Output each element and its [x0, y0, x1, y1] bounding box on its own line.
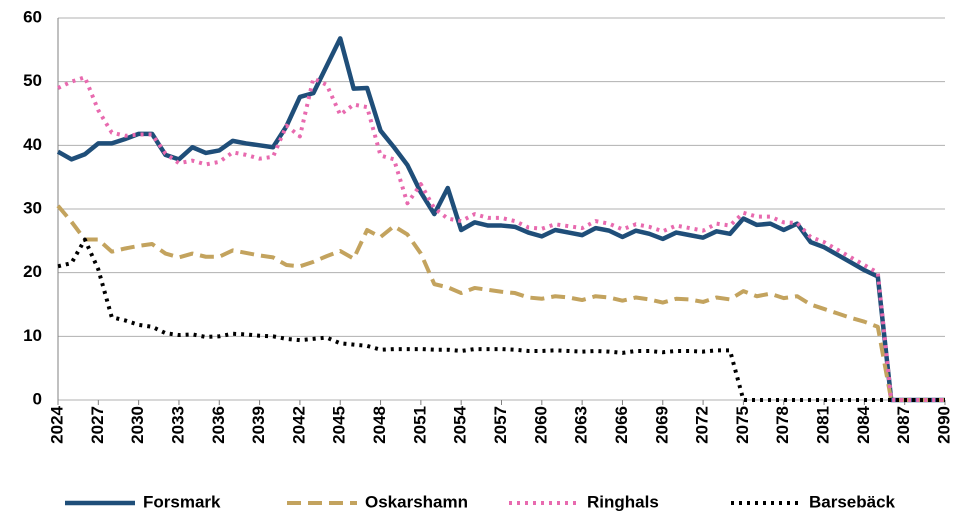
- x-tick-label: 2030: [128, 406, 147, 444]
- y-tick-label: 40: [23, 135, 42, 154]
- series-line: [57, 75, 945, 402]
- x-tick-label: 2057: [491, 406, 510, 444]
- x-tick-label: 2039: [249, 406, 268, 444]
- x-tick-label: 2075: [733, 406, 752, 444]
- x-tick-label: 2087: [894, 406, 913, 444]
- x-tick-label: 2051: [410, 406, 429, 444]
- y-tick-label: 30: [23, 198, 42, 217]
- legend-label: Oskarshamn: [365, 492, 468, 511]
- series-line: [56, 204, 945, 402]
- legend-label: Barsebäck: [809, 492, 896, 511]
- x-tick-label: 2036: [209, 406, 228, 444]
- x-tick-label: 2027: [88, 406, 107, 444]
- y-tick-label: 10: [23, 326, 42, 345]
- x-tick-label: 2054: [451, 405, 470, 443]
- x-tick-label: 2081: [814, 406, 833, 444]
- y-tick-label: 20: [23, 262, 42, 281]
- x-tick-label: 2045: [330, 406, 349, 444]
- x-tick-label: 2072: [693, 406, 712, 444]
- legend-label: Forsmark: [143, 492, 221, 511]
- y-tick-label: 60: [23, 7, 42, 26]
- legend-label: Ringhals: [587, 492, 659, 511]
- x-tick-label: 2048: [370, 406, 389, 444]
- x-tick-label: 2063: [572, 406, 591, 444]
- x-tick-label: 2024: [47, 405, 66, 443]
- x-tick-label: 2084: [854, 405, 873, 443]
- y-tick-label: 0: [33, 389, 42, 408]
- x-tick-label: 2033: [168, 406, 187, 444]
- x-tick-label: 2066: [612, 406, 631, 444]
- x-tick-label: 2078: [773, 406, 792, 444]
- x-tick-label: 2060: [531, 406, 550, 444]
- x-tick-label: 2090: [934, 406, 953, 444]
- x-tick-label: 2042: [289, 406, 308, 444]
- y-tick-label: 50: [23, 71, 42, 90]
- series-line: [57, 237, 945, 402]
- x-tick-label: 2069: [652, 406, 671, 444]
- series-line: [56, 36, 945, 403]
